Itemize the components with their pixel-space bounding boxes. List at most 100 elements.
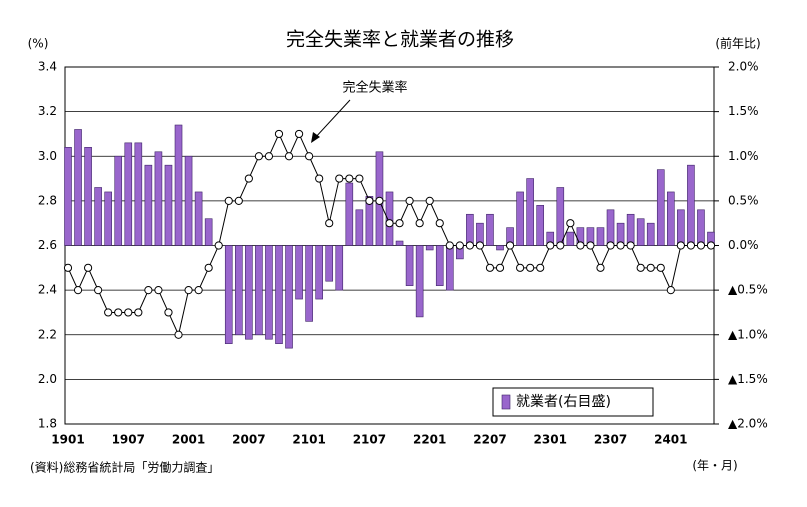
bar <box>395 240 404 246</box>
bar <box>144 164 153 246</box>
bar <box>667 191 675 246</box>
line-marker <box>616 241 625 250</box>
annotation-arrowhead <box>311 132 320 143</box>
bar <box>224 245 233 344</box>
bar <box>486 213 494 246</box>
bar <box>646 222 655 246</box>
x-axis-label: (年・月) <box>692 459 737 473</box>
source-note: (資料)総務省統計局「労働力調査」 <box>30 460 219 475</box>
x-tick-label: 2301 <box>534 433 567 447</box>
line-marker <box>405 196 414 205</box>
line-marker <box>656 263 665 272</box>
bar <box>114 155 123 246</box>
line-marker <box>385 219 394 228</box>
x-tick-label: 2107 <box>353 433 386 447</box>
x-tick-label: 1901 <box>51 433 84 447</box>
line-marker <box>365 196 374 205</box>
x-tick-label: 2007 <box>232 433 265 447</box>
line-marker <box>566 219 575 228</box>
line-marker <box>526 263 535 272</box>
bar <box>245 245 253 340</box>
y-tick-label: 3.0 <box>38 149 57 163</box>
line-marker <box>606 241 615 250</box>
bar <box>255 245 263 336</box>
line-marker <box>335 174 344 183</box>
line-marker <box>516 263 525 272</box>
line-marker <box>686 241 696 250</box>
bar <box>566 231 575 246</box>
line-marker <box>415 219 424 228</box>
line-marker <box>505 241 515 250</box>
line-marker <box>144 286 153 295</box>
bar <box>74 129 82 246</box>
line-marker <box>164 308 173 317</box>
bar <box>556 187 565 246</box>
bar <box>275 245 283 344</box>
legend-box <box>492 387 654 417</box>
bar <box>385 191 394 246</box>
line-marker <box>234 196 243 205</box>
annotation-arrow <box>313 99 351 140</box>
bar <box>697 209 705 246</box>
bar <box>184 155 193 246</box>
bar <box>415 245 424 318</box>
line-marker <box>696 241 706 250</box>
line-marker <box>435 219 444 228</box>
bar <box>355 209 364 246</box>
line-marker <box>626 241 635 250</box>
line-marker <box>194 286 203 295</box>
y-tick-label: 2.0 <box>38 372 57 386</box>
bar <box>606 209 615 246</box>
bar <box>124 142 133 246</box>
line-marker <box>94 286 103 295</box>
line-marker <box>114 308 123 317</box>
line-marker <box>636 263 645 272</box>
y2-tick-label: ▲2.0% <box>728 417 768 431</box>
line-marker <box>264 152 274 161</box>
line-marker <box>355 174 364 183</box>
y2-tick-label: 0.5% <box>728 193 759 207</box>
line-marker <box>174 330 183 339</box>
y2-tick-label: 1.5% <box>728 104 759 118</box>
line-marker <box>315 174 324 183</box>
line-marker <box>586 241 595 250</box>
line-marker <box>596 263 605 272</box>
line-marker <box>204 263 213 272</box>
bar <box>325 245 334 282</box>
line-marker <box>274 129 284 139</box>
bar <box>134 142 143 246</box>
line-marker <box>224 196 233 205</box>
bar <box>295 245 303 300</box>
line-marker <box>676 241 685 250</box>
line-marker <box>395 219 404 228</box>
bar <box>435 245 444 286</box>
bar <box>425 245 434 251</box>
bar <box>94 187 102 246</box>
line-marker <box>244 174 253 183</box>
line-marker <box>345 174 354 183</box>
bar <box>305 245 313 322</box>
line-marker <box>325 219 334 228</box>
bar <box>466 213 474 246</box>
bar <box>265 245 273 340</box>
bar <box>526 178 534 246</box>
line-marker <box>425 196 434 205</box>
y-tick-label: 2.6 <box>38 238 57 252</box>
line-marker <box>455 241 464 250</box>
line-marker <box>475 241 485 250</box>
bar <box>64 147 72 246</box>
bar <box>204 218 213 246</box>
bar <box>656 169 665 246</box>
y-tick-label: 2.8 <box>38 193 57 207</box>
y2-tick-label: 2.0% <box>728 60 759 74</box>
y2-tick-label: 1.0% <box>728 149 759 163</box>
y2-tick-label: ▲1.5% <box>728 372 768 386</box>
line-annotation: 完全失業率 <box>342 80 407 96</box>
bar <box>536 205 545 246</box>
bar <box>516 191 524 246</box>
line-marker <box>134 308 143 317</box>
y-tick-label: 3.2 <box>38 104 57 118</box>
bar <box>154 151 163 246</box>
x-tick-label: 2307 <box>594 433 627 447</box>
